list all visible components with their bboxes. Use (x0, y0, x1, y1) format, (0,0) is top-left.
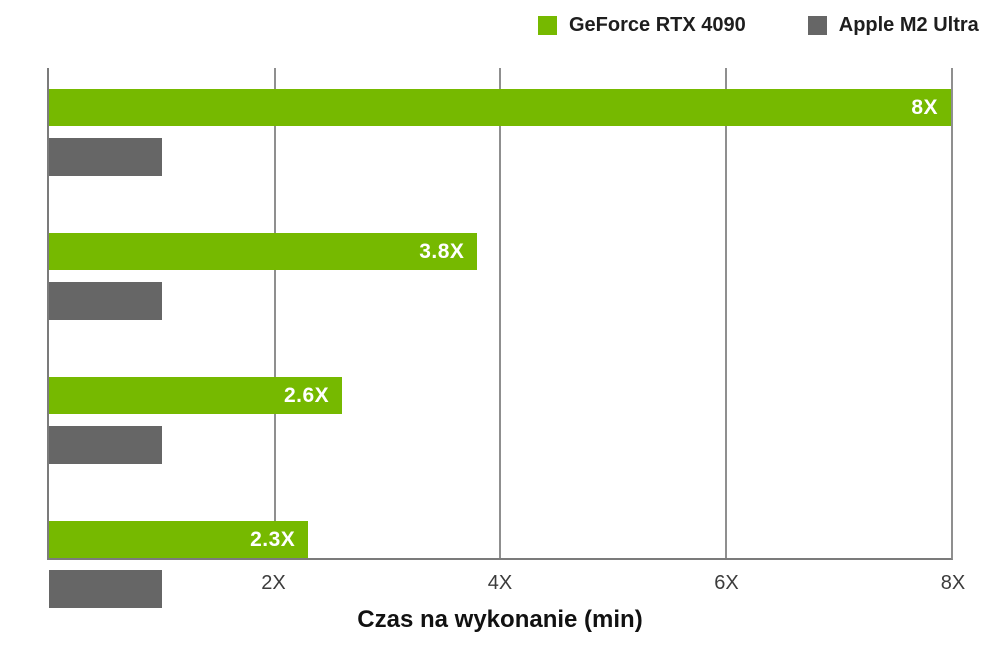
bar-group-3: 2.6X (49, 377, 951, 500)
bar-group-2: 3.8X (49, 233, 951, 356)
x-tick-label-6x: 6X (714, 572, 739, 594)
x-tick-label-8x: 8X (940, 572, 966, 594)
rtx4090-bar-3: 2.6X (49, 377, 343, 414)
legend-swatch-icon (538, 16, 557, 35)
x-tick-label-2x: 2X (261, 572, 286, 594)
gridline-4x (499, 68, 501, 558)
m2ultra-bar-2 (49, 282, 162, 320)
legend-item-rtx4090: GeForce RTX 4090 (538, 14, 746, 37)
plot-area: 8X 3.8X 2.6X 2.3X (47, 68, 953, 608)
rtx4090-bar-1: 8X (49, 89, 951, 126)
bar-value-label: 8X (911, 95, 938, 119)
legend-label: GeForce RTX 4090 (569, 14, 746, 36)
bar-group-1: 8X (49, 89, 951, 212)
m2ultra-bar-3 (49, 426, 162, 464)
legend: GeForce RTX 4090 Apple M2 Ultra (538, 14, 979, 37)
rtx4090-bar-2: 3.8X (49, 233, 478, 270)
gridline-6x (724, 68, 727, 558)
bar-value-label: 2.3X (250, 527, 296, 551)
m2ultra-bar-4 (49, 570, 162, 608)
gridline-2x (273, 68, 276, 558)
bar-value-label: 2.6X (283, 383, 330, 407)
rtx4090-bar-4: 2.3X (49, 521, 309, 558)
m2ultra-bar-1 (49, 138, 162, 176)
bar-group-4: 2.3X (49, 521, 951, 644)
legend-item-m2ultra: Apple M2 Ultra (807, 14, 979, 37)
x-axis-title: Czas na wykonanie (min) (357, 606, 643, 633)
bar-value-label: 3.8X (419, 239, 465, 263)
x-axis: 2X 4X 6X 8X (47, 572, 965, 598)
legend-label: Apple M2 Ultra (838, 14, 979, 36)
x-tick-label-4x: 4X (487, 572, 513, 594)
legend-swatch-icon (807, 16, 827, 35)
